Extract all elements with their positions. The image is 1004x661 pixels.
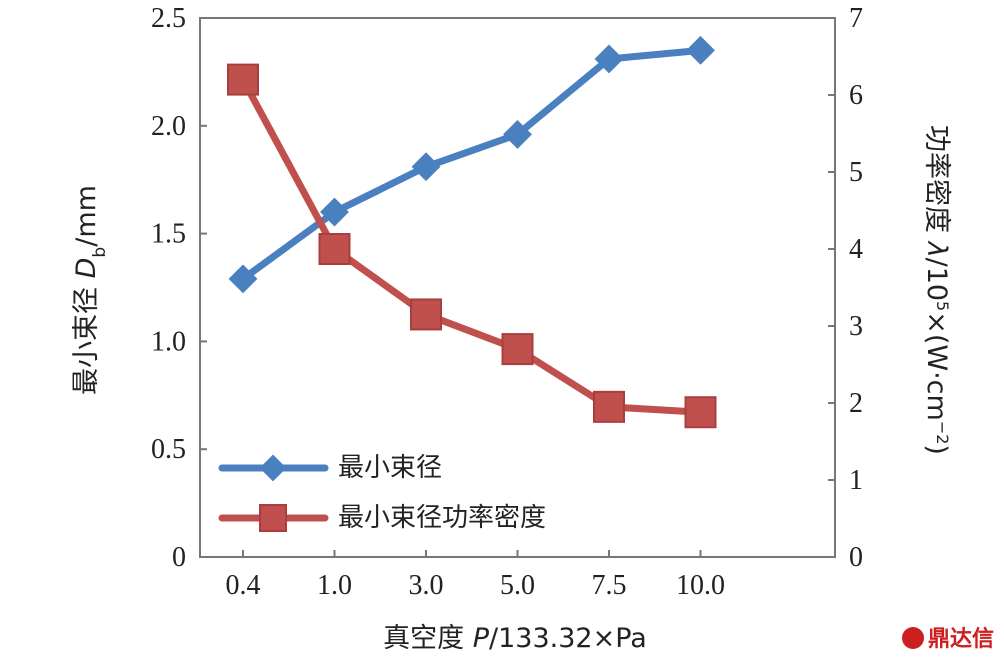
left-y-tick-label: 0: [172, 542, 186, 573]
plot-border: [199, 17, 836, 558]
left-y-tick-label: 1.0: [151, 326, 186, 357]
watermark-logo-icon: [902, 627, 924, 649]
line-power-density: [239, 76, 704, 416]
data-point-power-density: [501, 333, 534, 366]
x-axis-title: 真空度 P/133.32×Pa: [383, 623, 647, 654]
x-axis: 0.4 1.0 3.0 5.0 7.5 10.0: [226, 550, 725, 601]
left-y-axis-title: 最小束径 Db/mm: [71, 185, 110, 395]
x-tick-label: 10.0: [676, 570, 725, 601]
right-y-tick-label: 0: [849, 542, 863, 573]
left-y-axis: 0 0.5 1.0 1.5 2.0 2.5: [151, 3, 207, 573]
left-y-tick-label: 0.5: [151, 434, 186, 465]
legend-swatch-marker: [259, 504, 287, 532]
legend-item-power-density: 最小束径功率密度: [218, 503, 546, 533]
watermark: 鼎达信: [902, 626, 994, 652]
data-point-power-density: [318, 233, 351, 265]
line-beam-diameter: [239, 46, 704, 283]
left-y-tick-label: 2.5: [151, 3, 186, 34]
data-point-beam-diameter: [228, 264, 258, 294]
right-y-tick-label: 3: [849, 311, 863, 342]
data-point-power-density: [227, 63, 259, 96]
x-tick-label: 0.4: [226, 570, 261, 601]
legend-label-beam-diameter: 最小束径: [338, 453, 442, 483]
series-group: [227, 35, 717, 429]
plot-frame: [199, 17, 836, 558]
series-beam-diameter: [228, 35, 715, 294]
data-point-beam-diameter: [320, 197, 349, 227]
right-y-tick-label: 6: [849, 80, 863, 111]
legend-label-power-density: 最小束径功率密度: [338, 503, 546, 533]
right-y-axis-title: 功率密度 λ/105×(W·cm−2): [921, 125, 953, 455]
watermark-text: 鼎达信: [928, 626, 994, 652]
right-y-tick-label: 5: [849, 157, 863, 188]
x-tick-label: 3.0: [409, 570, 444, 601]
data-point-beam-diameter: [686, 35, 715, 65]
data-point-power-density: [684, 396, 717, 429]
right-y-tick-label: 1: [849, 465, 863, 496]
right-y-tick-label: 7: [849, 3, 863, 34]
left-y-tick-label: 1.5: [151, 219, 186, 250]
data-point-beam-diameter: [594, 44, 624, 74]
legend: 最小束径 最小束径功率密度: [218, 453, 546, 533]
data-point-power-density: [410, 298, 442, 331]
right-y-axis: 0 1 2 3 4 5 6 7: [828, 3, 863, 573]
data-point-beam-diameter: [411, 152, 441, 182]
right-y-tick-label: 2: [849, 388, 863, 419]
right-y-tick-label: 4: [849, 234, 863, 265]
data-point-beam-diameter: [503, 120, 532, 149]
legend-item-beam-diameter: 最小束径: [218, 453, 442, 483]
series-power-density: [227, 63, 717, 429]
x-tick-label: 7.5: [592, 570, 627, 601]
legend-swatch-marker: [259, 454, 287, 482]
left-y-tick-label: 2.0: [151, 111, 186, 142]
x-tick-label: 5.0: [500, 570, 535, 601]
data-point-power-density: [593, 390, 625, 423]
x-tick-label: 1.0: [317, 570, 352, 601]
